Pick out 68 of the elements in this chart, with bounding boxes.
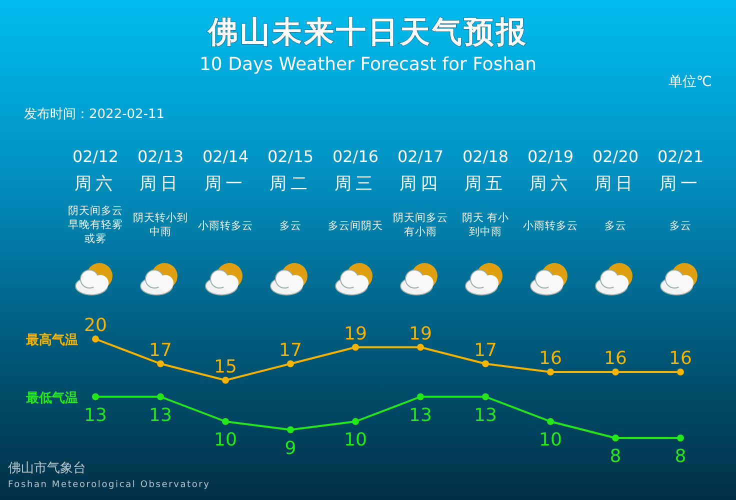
point <box>287 426 294 434</box>
x-tick-label: 02/17 周四 <box>397 147 444 194</box>
point <box>157 393 164 400</box>
text: 小雨转多云 <box>523 219 578 232</box>
data-label: 15 <box>214 356 237 378</box>
text: 多云 <box>604 220 626 232</box>
point <box>222 376 229 384</box>
point <box>92 336 99 342</box>
point <box>92 393 99 400</box>
data-label: 19 <box>409 323 432 344</box>
x-tick-label: 02/14 周一 <box>202 147 249 194</box>
x-tick-label: 02/18 周五 <box>462 147 509 194</box>
data-label: 10 <box>344 430 367 450</box>
data-label: 20 <box>84 315 107 336</box>
series-label: 最高气温 <box>25 332 78 348</box>
point <box>352 344 359 351</box>
chart-subtitle: 10 Days Weather Forecast for Foshan <box>199 54 537 75</box>
x-tick-label: 02/21 周一 <box>657 147 704 194</box>
text: 单位℃ <box>668 74 712 90</box>
data-label: 16 <box>669 348 692 369</box>
text: 多云 <box>280 220 302 232</box>
data-label: 17 <box>279 340 302 361</box>
point <box>287 360 294 368</box>
point <box>612 368 619 376</box>
point <box>612 434 619 442</box>
text: Foshan Meteorological Observatory <box>8 480 210 490</box>
point <box>677 368 684 376</box>
chart-title: 佛山未来十日天气预报 <box>207 15 528 50</box>
series-label: 最低气温 <box>25 390 78 406</box>
point <box>482 393 489 400</box>
data-label: 10 <box>539 430 562 450</box>
x-tick-label: 02/19 周六 <box>527 147 574 194</box>
text: 阴天间多云早晚有轻雾或雾 <box>68 205 123 245</box>
data-label: 9 <box>284 438 296 459</box>
data-label: 17 <box>474 340 497 361</box>
point <box>417 344 424 351</box>
x-tick-label: 02/13 周日 <box>137 147 184 194</box>
x-tick-label: 02/20 周日 <box>592 147 639 194</box>
x-tick-label: 02/12 周六 <box>72 147 119 194</box>
point <box>352 418 359 425</box>
point <box>482 360 489 368</box>
x-tick-label: 02/16 周三 <box>332 147 379 194</box>
x-tick-label: 02/15 周二 <box>267 147 314 194</box>
text: 多云间阴天 <box>328 220 383 232</box>
data-label: 16 <box>539 348 562 369</box>
text: 多云 <box>670 220 692 232</box>
point <box>417 393 424 400</box>
data-label: 13 <box>474 404 497 426</box>
data-label: 8 <box>674 446 686 467</box>
data-label: 17 <box>149 340 172 361</box>
text: 阴天 有小到中雨 <box>462 211 510 238</box>
point <box>677 434 684 442</box>
point <box>547 368 554 376</box>
point <box>547 418 554 425</box>
point <box>157 360 164 368</box>
text: 发布时间：2022-02-11 <box>24 107 165 122</box>
point <box>222 418 229 425</box>
data-label: 13 <box>149 404 172 426</box>
text: 阴天转小到中雨 <box>133 211 188 238</box>
data-label: 19 <box>344 323 367 344</box>
data-label: 16 <box>604 348 627 369</box>
text: 小雨转多云 <box>198 219 253 232</box>
data-label: 13 <box>409 404 432 426</box>
data-label: 13 <box>84 404 107 426</box>
data-label: 8 <box>610 446 622 467</box>
data-label: 10 <box>214 430 237 450</box>
text: 阴天间多云有小雨 <box>393 212 448 238</box>
text: 佛山市气象台 <box>8 461 86 476</box>
